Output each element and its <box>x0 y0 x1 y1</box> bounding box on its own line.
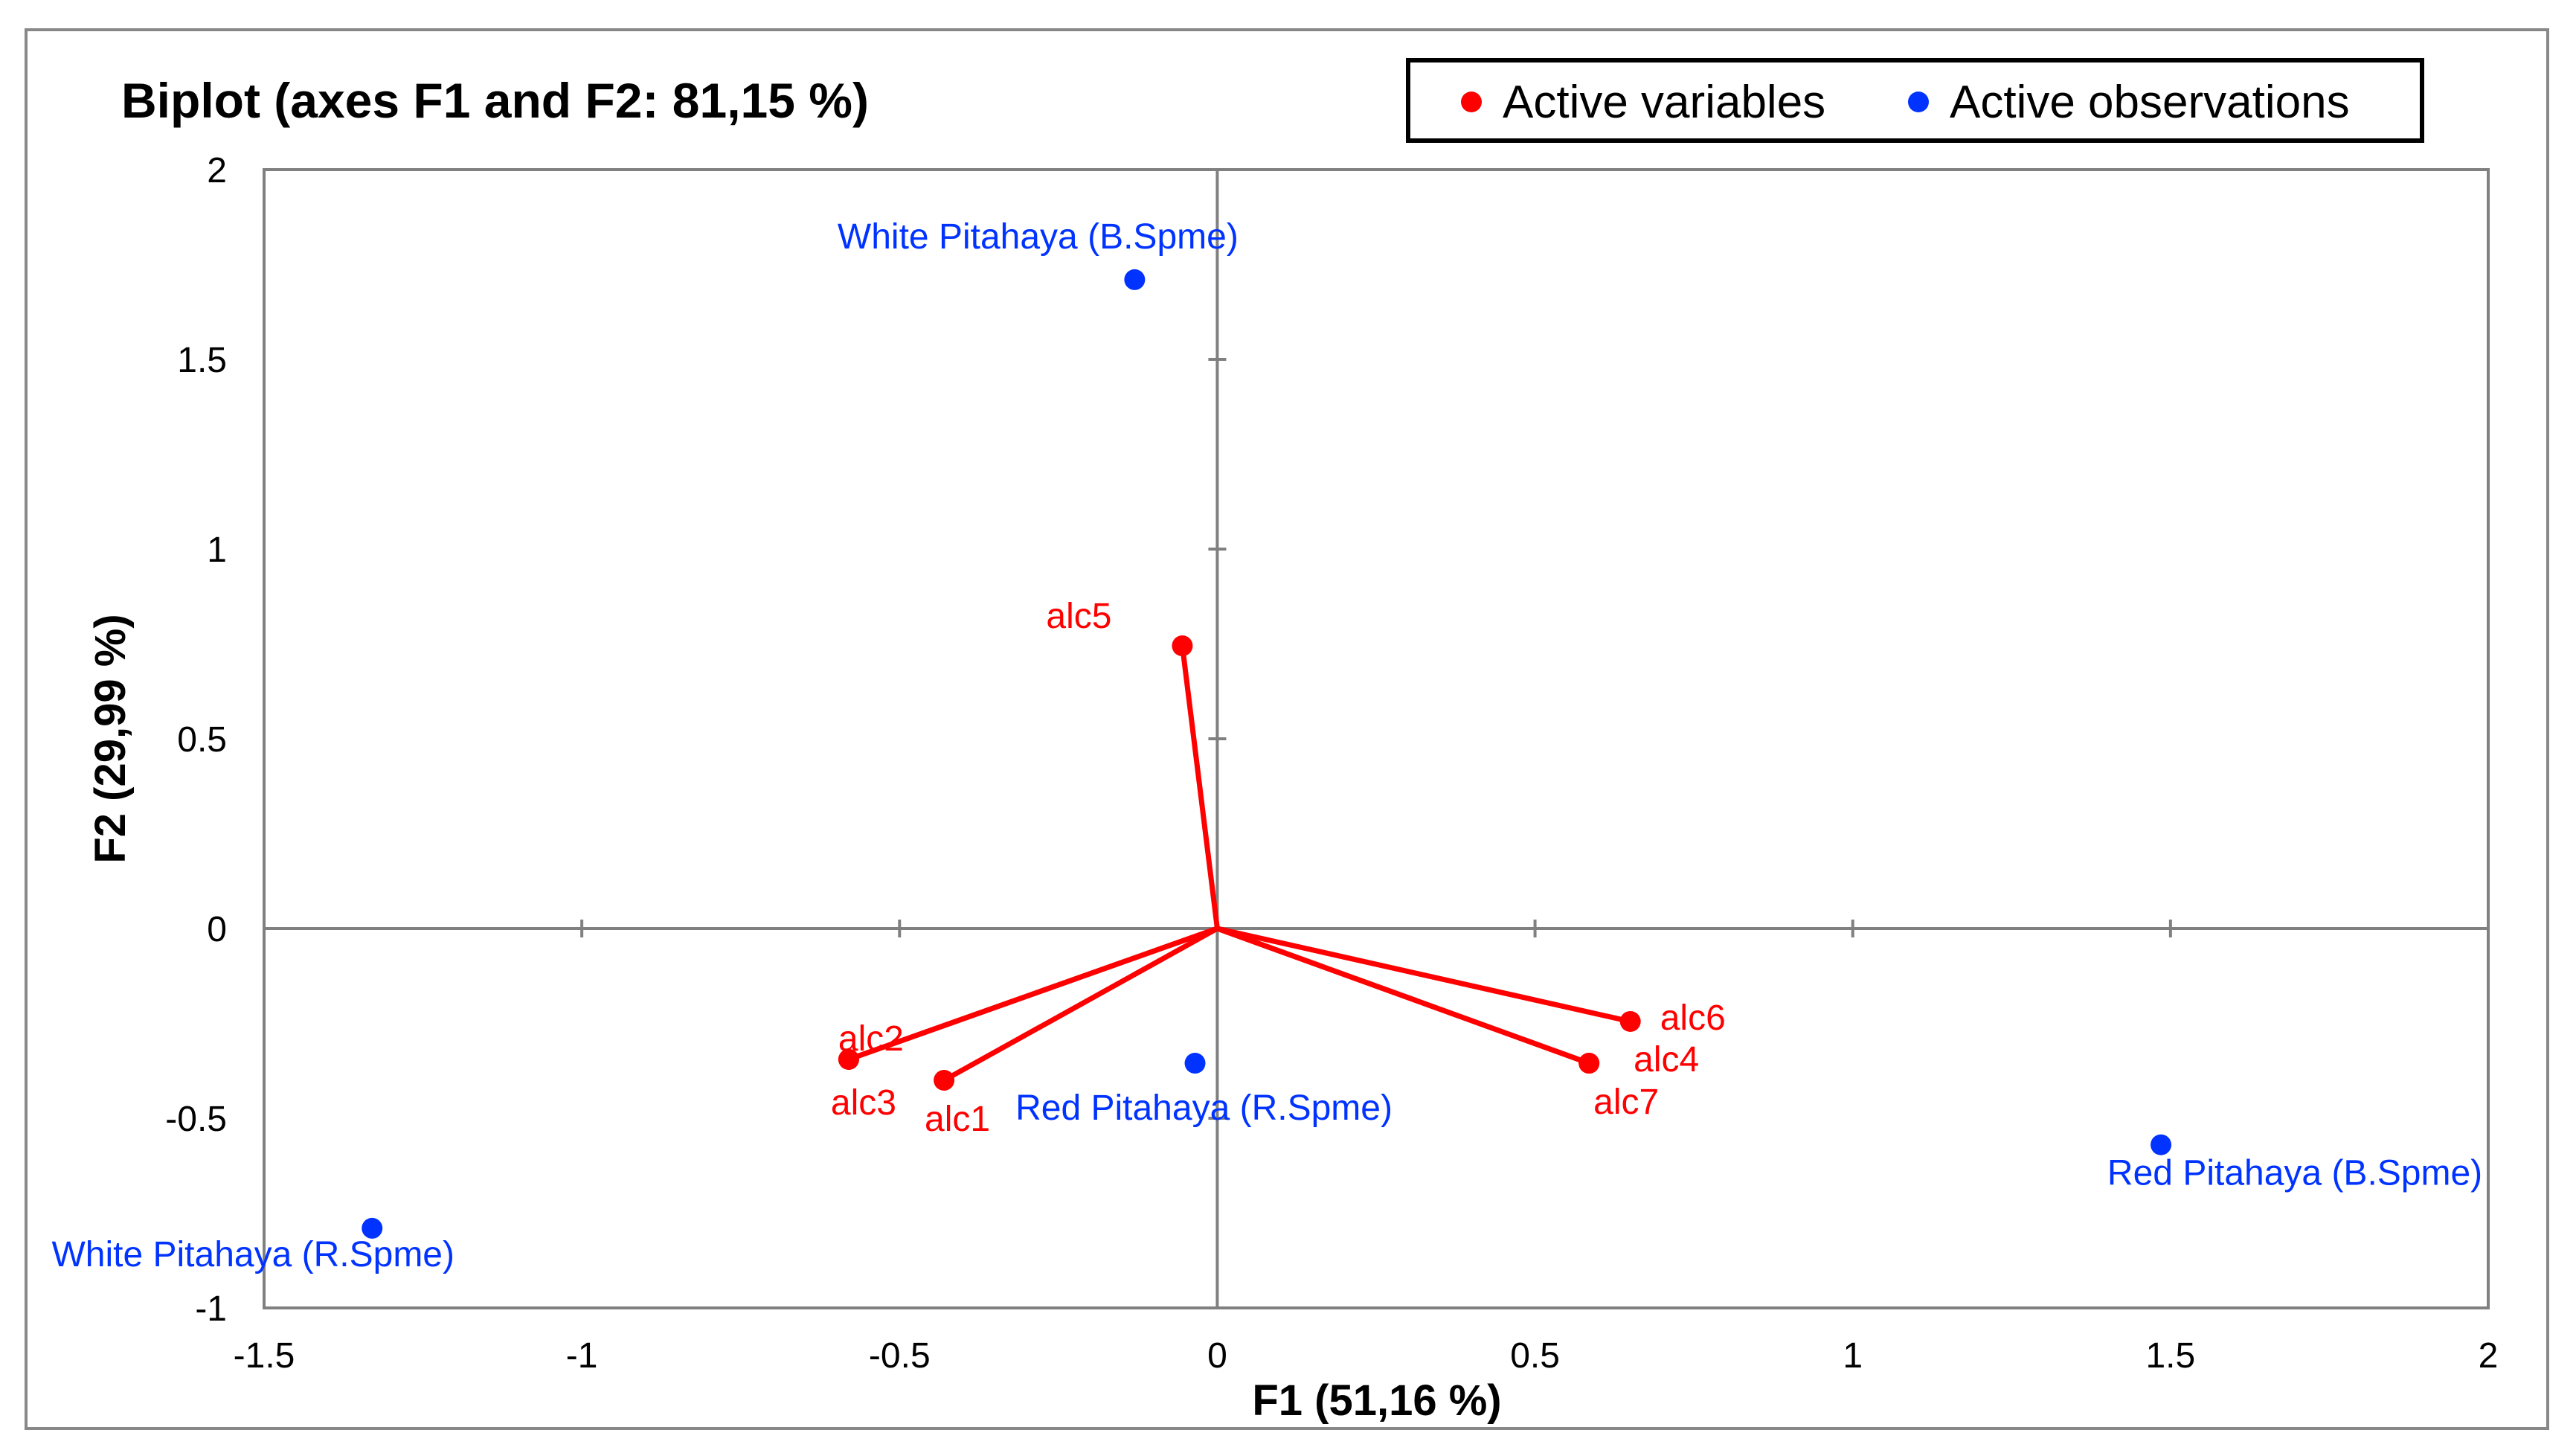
variable-label-alc3: alc3 <box>831 1083 896 1123</box>
chart-title: Biplot (axes F1 and F2: 81,15 %) <box>121 73 869 128</box>
observation-point-red-pitahaya-r-spme <box>1184 1053 1206 1074</box>
plot-frame <box>263 168 2490 1309</box>
legend-marker-observations <box>1908 92 1929 112</box>
variable-label-alc6: alc6 <box>1660 998 1726 1038</box>
variable-point-alc3 <box>838 1048 859 1070</box>
variable-label-alc1: alc1 <box>925 1100 990 1139</box>
x-tick-label: 1 <box>1843 1336 1863 1376</box>
variable-vectors <box>838 635 1641 1091</box>
y-tick-label: 1 <box>207 530 227 570</box>
observation-label-red-pitahaya-b-spme: Red Pitahaya (B.Spme) <box>2107 1154 2482 1193</box>
observation-point-red-pitahaya-b-spme <box>2151 1134 2172 1155</box>
y-tick-label: 1.5 <box>177 341 227 380</box>
y-tick-label: -0.5 <box>165 1100 227 1139</box>
x-tick-label: -0.5 <box>869 1336 931 1376</box>
x-tick-label: 0.5 <box>1510 1336 1560 1376</box>
observation-points <box>362 269 2172 1239</box>
x-tick-label: 0 <box>1207 1336 1227 1376</box>
observation-label-red-pitahaya-r-spme: Red Pitahaya (R.Spme) <box>1015 1088 1393 1128</box>
variable-point-alc5 <box>1172 635 1193 657</box>
legend: Active variables Active observations <box>1406 58 2424 143</box>
vector-alc7 <box>1214 926 1592 1066</box>
axes-layer <box>263 168 2490 1309</box>
legend-marker-variables <box>1461 92 1482 112</box>
y-axis-title: F2 (29,99 %) <box>86 614 135 863</box>
x-axis-title: F1 (51,16 %) <box>1252 1376 1501 1425</box>
y-tick-label: 2 <box>207 151 227 190</box>
variable-point-alc1 <box>934 1070 955 1091</box>
variable-point-alc6 <box>1619 1010 1641 1032</box>
observation-point-white-pitahaya-r-spme <box>362 1217 383 1239</box>
variable-label-alc5: alc5 <box>1046 597 1111 636</box>
variable-label-alc2: alc2 <box>838 1019 904 1059</box>
y-tick-label: 0.5 <box>177 720 227 760</box>
point-labels: alc1 alc2 alc3 alc4 alc5 alc6 alc7 White Pitaha… <box>51 217 2482 1274</box>
variable-label-alc7: alc7 <box>1593 1083 1659 1122</box>
tick-labels: -1-0.500.511.52-1.5 -1 -0.5 0 0.5 1 1.5 2 <box>165 151 2498 1376</box>
x-tick-label: -1.5 <box>234 1336 295 1376</box>
observation-point-white-pitahaya-b-spme <box>1124 269 1146 290</box>
x-tick-label: 1.5 <box>2145 1336 2195 1376</box>
observation-label-white-pitahaya-b-spme: White Pitahaya (B.Spme) <box>838 217 1239 257</box>
legend-label-observations: Active observations <box>1950 77 2350 128</box>
chart-border <box>25 28 2549 1430</box>
y-tick-label: -1 <box>195 1289 227 1329</box>
variable-label-alc4: alc4 <box>1634 1040 1699 1080</box>
legend-box <box>1406 58 2424 143</box>
x-tick-label: -1 <box>566 1336 598 1376</box>
observation-label-white-pitahaya-r-spme: White Pitahaya (R.Spme) <box>51 1235 455 1274</box>
vector-alc1 <box>941 926 1220 1083</box>
variable-point-alc7 <box>1578 1053 1600 1074</box>
x-tick-label: 2 <box>2479 1336 2499 1376</box>
vector-alc5 <box>1179 643 1220 931</box>
y-tick-label: 0 <box>207 910 227 949</box>
vector-alc6 <box>1214 926 1634 1024</box>
legend-label-variables: Active variables <box>1503 77 1825 128</box>
vector-alc3 <box>846 926 1220 1062</box>
